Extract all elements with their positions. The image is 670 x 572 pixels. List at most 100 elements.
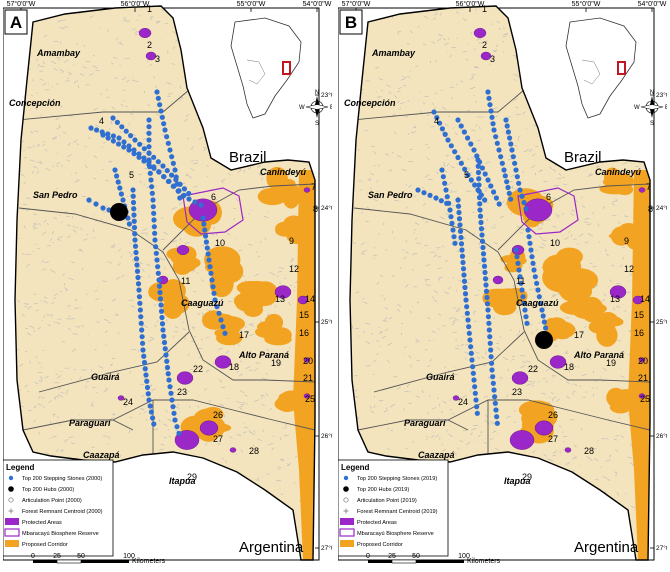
stepping-stone-point <box>86 197 92 203</box>
stepping-stone-point <box>135 281 142 287</box>
stepping-stone-point <box>508 196 514 202</box>
stepping-stone-point <box>458 234 464 241</box>
protected-area-number: 18 <box>229 362 239 372</box>
stepping-stone-point <box>148 177 154 183</box>
stepping-stone-point <box>147 170 153 176</box>
country-label-argentina: Argentina <box>574 539 639 556</box>
stepping-stone-point <box>133 256 140 262</box>
protected-area-number: 11 <box>181 276 190 286</box>
stepping-stone-point <box>493 195 499 201</box>
stepping-stone-point <box>159 314 165 321</box>
stepping-stone-point <box>517 187 523 193</box>
north-arrow <box>640 96 664 118</box>
department-label: Caaguazú <box>181 298 224 308</box>
stepping-stone-point <box>154 257 160 263</box>
stepping-stone-point <box>444 194 450 200</box>
stepping-stone-point <box>148 409 154 415</box>
stepping-stone-point <box>493 134 499 140</box>
stepping-stone-point <box>488 108 494 114</box>
stepping-stone-point <box>513 167 519 173</box>
stepping-stone-point <box>476 176 482 182</box>
stepping-stone-point <box>477 213 484 219</box>
stepping-stone-point <box>161 174 167 180</box>
stepping-stone-point <box>457 222 463 228</box>
stepping-stone-point <box>470 364 476 370</box>
stepping-stone-point <box>192 199 198 205</box>
protected-area-number: 10 <box>550 238 560 248</box>
stepping-stone-point <box>93 201 99 207</box>
stepping-stone-point <box>490 380 496 386</box>
lon-label: 57°0'0"W <box>7 0 36 8</box>
stepping-stone-point <box>161 121 167 127</box>
stepping-stone-point <box>520 294 526 300</box>
stepping-stone-point <box>203 239 210 245</box>
stepping-stone-point <box>482 197 488 203</box>
stepping-stone-point <box>151 165 157 171</box>
stepping-stone-point <box>114 119 120 125</box>
lon-label: 55°0'0"W <box>572 0 601 8</box>
stepping-stone-point <box>485 314 492 320</box>
scale-tick-label: 0 <box>366 553 370 560</box>
stepping-stone-point <box>535 287 541 293</box>
stepping-stone-point <box>493 407 499 413</box>
stepping-stone-point <box>471 147 477 153</box>
stepping-stone-point <box>476 188 482 194</box>
stepping-stone-point <box>110 133 116 139</box>
lat-label: 26°0'0"S <box>321 432 332 440</box>
stepping-stone-point <box>461 272 467 278</box>
stepping-stone-point <box>139 340 146 346</box>
panel-letter: B <box>345 13 357 32</box>
stepping-stone-point <box>477 207 483 213</box>
stepping-stone-point <box>136 287 142 293</box>
legend-swatch <box>343 497 349 503</box>
stepping-stone-point <box>492 394 498 400</box>
stepping-stone-point <box>471 377 477 383</box>
stepping-stone-point <box>156 169 162 175</box>
stepping-stone-point <box>455 203 462 209</box>
legend-item-label: Mbaracayú Biosphere Reserve <box>357 531 434 537</box>
stepping-stone-point <box>489 367 495 373</box>
hub-point <box>535 331 553 349</box>
stepping-stone-point <box>131 206 137 212</box>
stepping-stone-point <box>151 217 157 223</box>
stepping-stone-point <box>162 346 168 352</box>
stepping-stone-point <box>475 163 481 169</box>
protected-area-number: 17 <box>239 330 249 340</box>
protected-area-number: 19 <box>606 358 616 368</box>
stepping-stone-point <box>142 366 148 372</box>
protected-area-number: 20 <box>638 356 648 366</box>
stepping-stone-point <box>472 182 478 188</box>
protected-area-number: 26 <box>213 410 223 420</box>
department-label: Paraguarí <box>404 418 447 428</box>
stepping-stone-point <box>455 117 461 123</box>
stepping-stone-point <box>174 424 180 430</box>
stepping-stone-point <box>212 297 218 303</box>
lat-label: 27°0'0"S <box>656 544 667 552</box>
north-arrow-s: S <box>650 121 654 127</box>
stepping-stone-point <box>464 304 470 310</box>
stepping-stone-point <box>155 264 161 270</box>
stepping-stone-point <box>214 304 220 310</box>
stepping-stone-point <box>541 319 547 325</box>
stepping-stone-point <box>207 264 213 270</box>
protected-area-number: 9 <box>624 236 629 246</box>
north-arrow-n: N <box>650 90 654 96</box>
stepping-stone-point <box>455 197 461 203</box>
legend-item-label: Top 200 Hubs (2019) <box>357 487 409 493</box>
stepping-stone-point <box>157 102 163 108</box>
stepping-stone-point <box>205 251 211 257</box>
stepping-stone-point <box>149 184 155 190</box>
stepping-stone-point <box>135 274 141 281</box>
legend-item-label: Top 200 Hubs (2000) <box>22 487 74 493</box>
stepping-stone-point <box>173 174 179 180</box>
stepping-stone-point <box>517 274 523 280</box>
stepping-stone-point <box>459 247 465 253</box>
stepping-stone-point <box>504 179 510 185</box>
scale-unit-label: Kilometers <box>467 558 501 565</box>
stepping-stone-point <box>110 115 116 121</box>
protected-area-number: 14 <box>640 294 650 304</box>
stepping-stone-point <box>462 291 469 297</box>
clipped-layers <box>15 7 315 560</box>
north-arrow-e: E <box>665 105 667 111</box>
stepping-stone-point <box>158 308 165 314</box>
